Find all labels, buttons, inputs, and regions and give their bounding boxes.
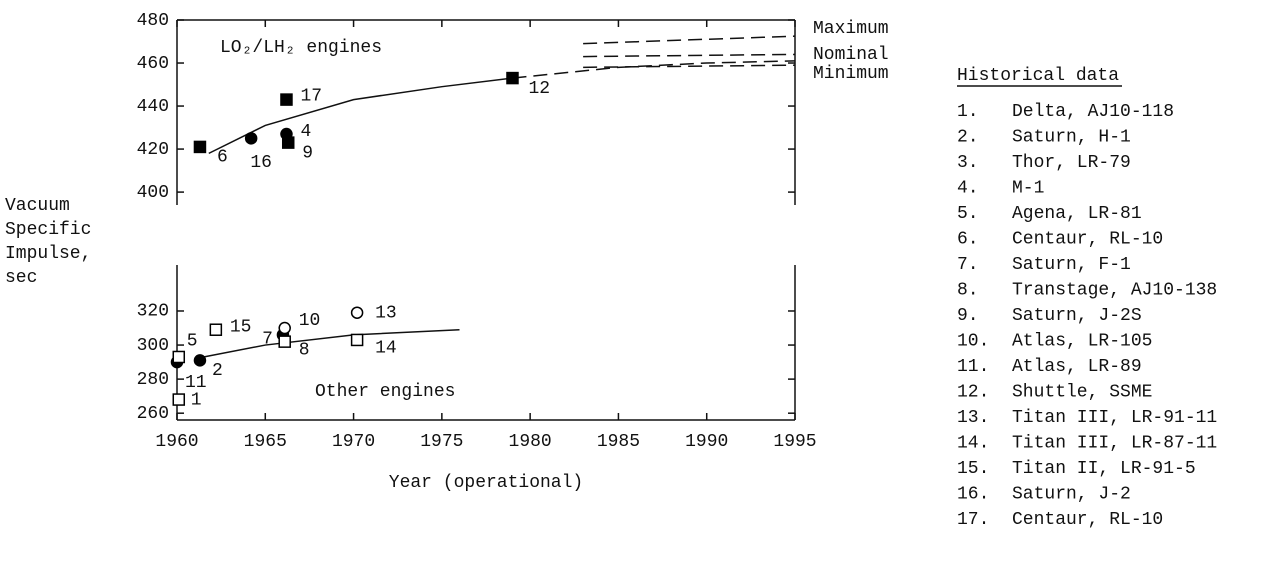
y-axis-label: Vacuum bbox=[5, 196, 70, 216]
trend-line bbox=[203, 328, 460, 358]
point-label: 6 bbox=[217, 148, 228, 168]
x-axis-label: Year (operational) bbox=[389, 473, 583, 493]
x-tick-label: 1980 bbox=[509, 432, 552, 452]
data-point bbox=[350, 306, 364, 319]
item-number: 5. bbox=[957, 204, 979, 224]
item-name: Titan III, LR-91-11 bbox=[1012, 408, 1217, 428]
item-name: Centaur, RL-10 bbox=[1012, 229, 1163, 249]
point-label: 5 bbox=[187, 332, 198, 352]
item-name: Titan III, LR-87-11 bbox=[1012, 433, 1217, 453]
y-tick-label: 260 bbox=[137, 404, 169, 424]
item-name: Thor, LR-79 bbox=[1012, 153, 1131, 173]
trend-line bbox=[583, 53, 796, 58]
y-tick-label: 420 bbox=[137, 140, 169, 160]
item-number: 6. bbox=[957, 229, 979, 249]
item-name: Atlas, LR-89 bbox=[1012, 357, 1142, 377]
x-tick-label: 1965 bbox=[244, 432, 287, 452]
annotation: LO₂/LH₂ engines bbox=[220, 38, 382, 58]
point-label: 9 bbox=[302, 143, 313, 163]
x-tick-label: 1960 bbox=[155, 432, 198, 452]
data-point bbox=[172, 350, 186, 364]
y-axis-label: sec bbox=[5, 268, 37, 288]
item-number: 17. bbox=[957, 510, 989, 530]
data-point bbox=[209, 323, 223, 336]
item-number: 12. bbox=[957, 382, 989, 402]
x-tick-label: 1975 bbox=[420, 432, 463, 452]
item-number: 1. bbox=[957, 102, 979, 122]
point-label: 14 bbox=[375, 339, 397, 359]
data-point bbox=[280, 127, 293, 141]
y-tick-label: 440 bbox=[137, 97, 169, 117]
trend-line bbox=[512, 60, 796, 79]
point-label: 10 bbox=[299, 311, 321, 331]
item-number: 4. bbox=[957, 178, 979, 198]
projection-label: Nominal bbox=[813, 45, 889, 65]
y-tick-label: 400 bbox=[137, 183, 169, 203]
data-point bbox=[193, 140, 207, 154]
item-name: Saturn, J-2S bbox=[1012, 306, 1142, 326]
point-label: 15 bbox=[230, 317, 252, 337]
item-name: Titan II, LR-91-5 bbox=[1012, 459, 1196, 479]
trend-line bbox=[583, 35, 796, 45]
y-axis-label: Specific bbox=[5, 220, 91, 240]
x-tick-label: 1970 bbox=[332, 432, 375, 452]
data-point bbox=[280, 93, 293, 106]
item-name: Transtage, AJ10-138 bbox=[1012, 280, 1217, 300]
item-number: 2. bbox=[957, 127, 979, 147]
item-number: 10. bbox=[957, 331, 989, 351]
item-number: 15. bbox=[957, 459, 989, 479]
item-number: 16. bbox=[957, 484, 989, 504]
item-number: 14. bbox=[957, 433, 989, 453]
item-number: 7. bbox=[957, 255, 979, 275]
item-number: 3. bbox=[957, 153, 979, 173]
trend-line bbox=[583, 64, 796, 69]
data-point bbox=[350, 333, 364, 347]
item-name: Delta, AJ10-118 bbox=[1012, 102, 1174, 122]
y-tick-label: 460 bbox=[137, 54, 169, 74]
data-point bbox=[506, 71, 519, 85]
y-tick-label: 320 bbox=[137, 302, 169, 322]
item-number: 9. bbox=[957, 306, 979, 326]
projection-label: Minimum bbox=[813, 64, 889, 84]
point-label: 11 bbox=[185, 373, 207, 393]
item-name: Agena, LR-81 bbox=[1012, 204, 1142, 224]
point-label: 2 bbox=[212, 361, 223, 381]
x-tick-label: 1995 bbox=[773, 432, 816, 452]
item-number: 8. bbox=[957, 280, 979, 300]
data-point bbox=[278, 335, 291, 348]
data-point bbox=[172, 393, 186, 406]
y-axis-label: Impulse, bbox=[5, 244, 91, 264]
x-tick-label: 1985 bbox=[597, 432, 640, 452]
y-tick-label: 300 bbox=[137, 336, 169, 356]
x-tick-label: 1990 bbox=[685, 432, 728, 452]
item-number: 11. bbox=[957, 357, 989, 377]
y-tick-label: 280 bbox=[137, 370, 169, 390]
y-tick-label: 480 bbox=[137, 11, 169, 31]
item-name: Saturn, H-1 bbox=[1012, 127, 1131, 147]
point-label: 4 bbox=[300, 122, 311, 142]
item-name: Atlas, LR-105 bbox=[1012, 331, 1152, 351]
point-label: 1 bbox=[191, 390, 202, 410]
data-point bbox=[278, 321, 291, 335]
data-point bbox=[244, 132, 258, 145]
item-number: 13. bbox=[957, 408, 989, 428]
point-label: 7 bbox=[262, 330, 273, 350]
data-point bbox=[193, 354, 207, 367]
item-name: M-1 bbox=[1012, 178, 1044, 198]
point-label: 8 bbox=[299, 340, 310, 360]
annotation: Other engines bbox=[315, 382, 455, 402]
item-name: Shuttle, SSME bbox=[1012, 382, 1152, 402]
point-label: 12 bbox=[528, 79, 550, 99]
item-name: Saturn, F-1 bbox=[1012, 255, 1131, 275]
item-name: Saturn, J-2 bbox=[1012, 484, 1131, 504]
point-label: 16 bbox=[250, 153, 272, 173]
item-name: Centaur, RL-10 bbox=[1012, 510, 1163, 530]
legend-title: Historical data bbox=[957, 66, 1119, 86]
point-label: 13 bbox=[375, 303, 397, 323]
point-label: 17 bbox=[300, 86, 322, 106]
projection-label: Maximum bbox=[813, 19, 889, 39]
